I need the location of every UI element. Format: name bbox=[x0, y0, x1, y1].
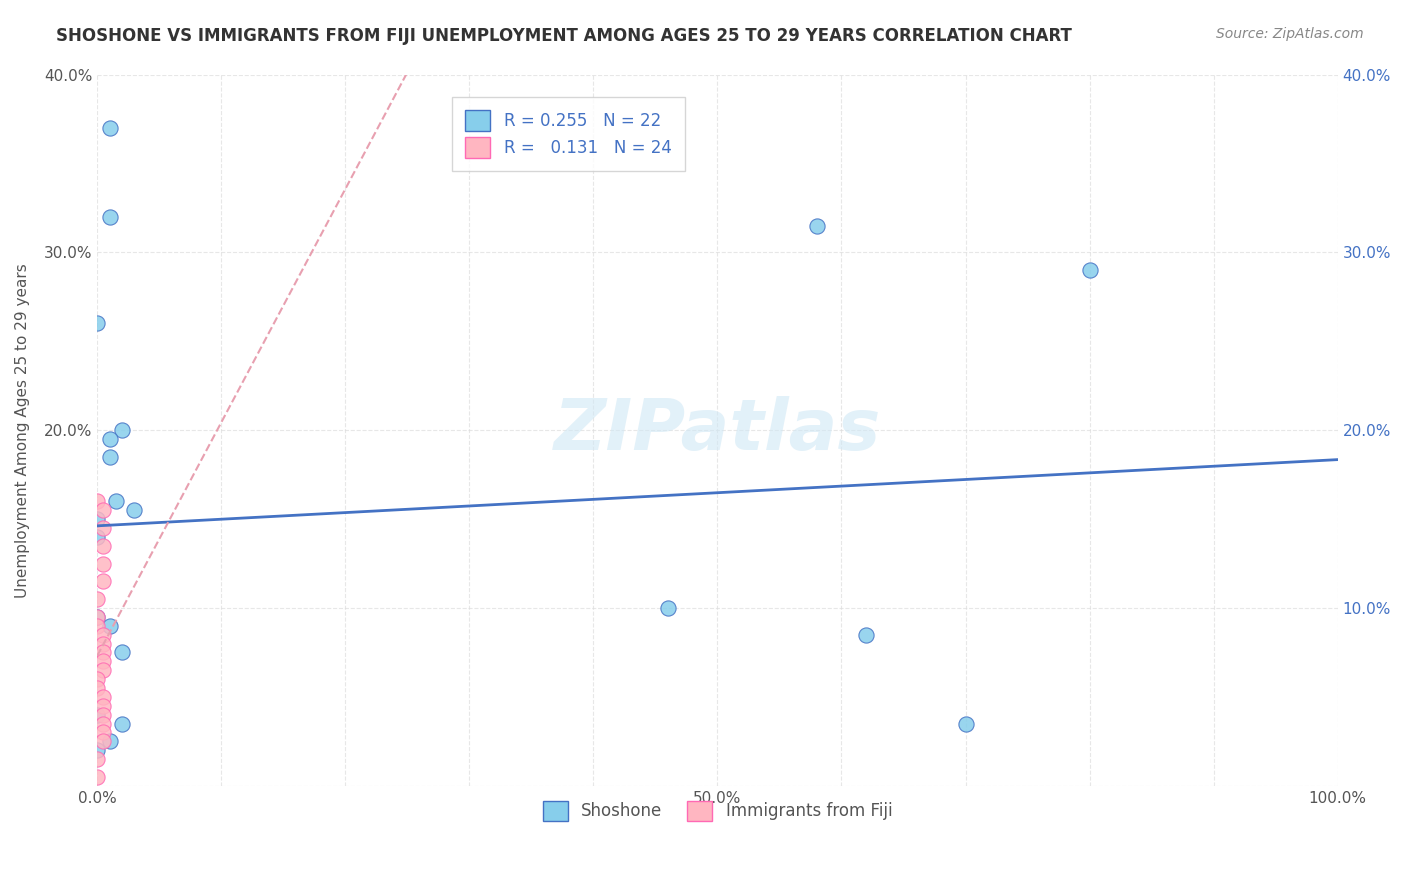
Point bbox=[93, 503, 115, 517]
Point bbox=[86, 530, 108, 544]
Point bbox=[93, 725, 115, 739]
Point bbox=[98, 210, 121, 224]
Legend: Shoshone, Immigrants from Fiji: Shoshone, Immigrants from Fiji bbox=[529, 788, 905, 834]
Point bbox=[98, 120, 121, 135]
Text: SHOSHONE VS IMMIGRANTS FROM FIJI UNEMPLOYMENT AMONG AGES 25 TO 29 YEARS CORRELAT: SHOSHONE VS IMMIGRANTS FROM FIJI UNEMPLO… bbox=[56, 27, 1073, 45]
Point bbox=[93, 716, 115, 731]
Point bbox=[111, 423, 134, 437]
Point bbox=[86, 770, 108, 784]
Text: Source: ZipAtlas.com: Source: ZipAtlas.com bbox=[1216, 27, 1364, 41]
Point bbox=[86, 610, 108, 624]
Point bbox=[93, 539, 115, 553]
Point bbox=[124, 503, 146, 517]
Point bbox=[93, 707, 115, 722]
Point bbox=[93, 521, 115, 535]
Point bbox=[93, 663, 115, 677]
Point bbox=[855, 627, 877, 641]
Point bbox=[93, 574, 115, 589]
Point bbox=[86, 619, 108, 633]
Point bbox=[86, 610, 108, 624]
Point bbox=[93, 557, 115, 571]
Point bbox=[93, 627, 115, 641]
Point bbox=[86, 494, 108, 508]
Point bbox=[93, 690, 115, 704]
Point bbox=[104, 494, 127, 508]
Point bbox=[86, 707, 108, 722]
Point bbox=[93, 654, 115, 668]
Point bbox=[111, 716, 134, 731]
Point bbox=[806, 219, 828, 233]
Point bbox=[111, 645, 134, 659]
Point bbox=[98, 734, 121, 748]
Point bbox=[955, 716, 977, 731]
Point bbox=[93, 645, 115, 659]
Point bbox=[657, 601, 679, 615]
Point bbox=[86, 672, 108, 686]
Point bbox=[93, 636, 115, 650]
Point bbox=[86, 592, 108, 607]
Point bbox=[98, 432, 121, 446]
Point bbox=[86, 681, 108, 695]
Point bbox=[86, 743, 108, 757]
Point bbox=[1078, 263, 1101, 277]
Point bbox=[86, 317, 108, 331]
Y-axis label: Unemployment Among Ages 25 to 29 years: Unemployment Among Ages 25 to 29 years bbox=[15, 263, 30, 598]
Point bbox=[98, 450, 121, 464]
Point bbox=[93, 734, 115, 748]
Text: ZIPatlas: ZIPatlas bbox=[554, 396, 882, 465]
Point bbox=[93, 698, 115, 713]
Point bbox=[86, 752, 108, 766]
Point bbox=[86, 512, 108, 526]
Point bbox=[98, 619, 121, 633]
